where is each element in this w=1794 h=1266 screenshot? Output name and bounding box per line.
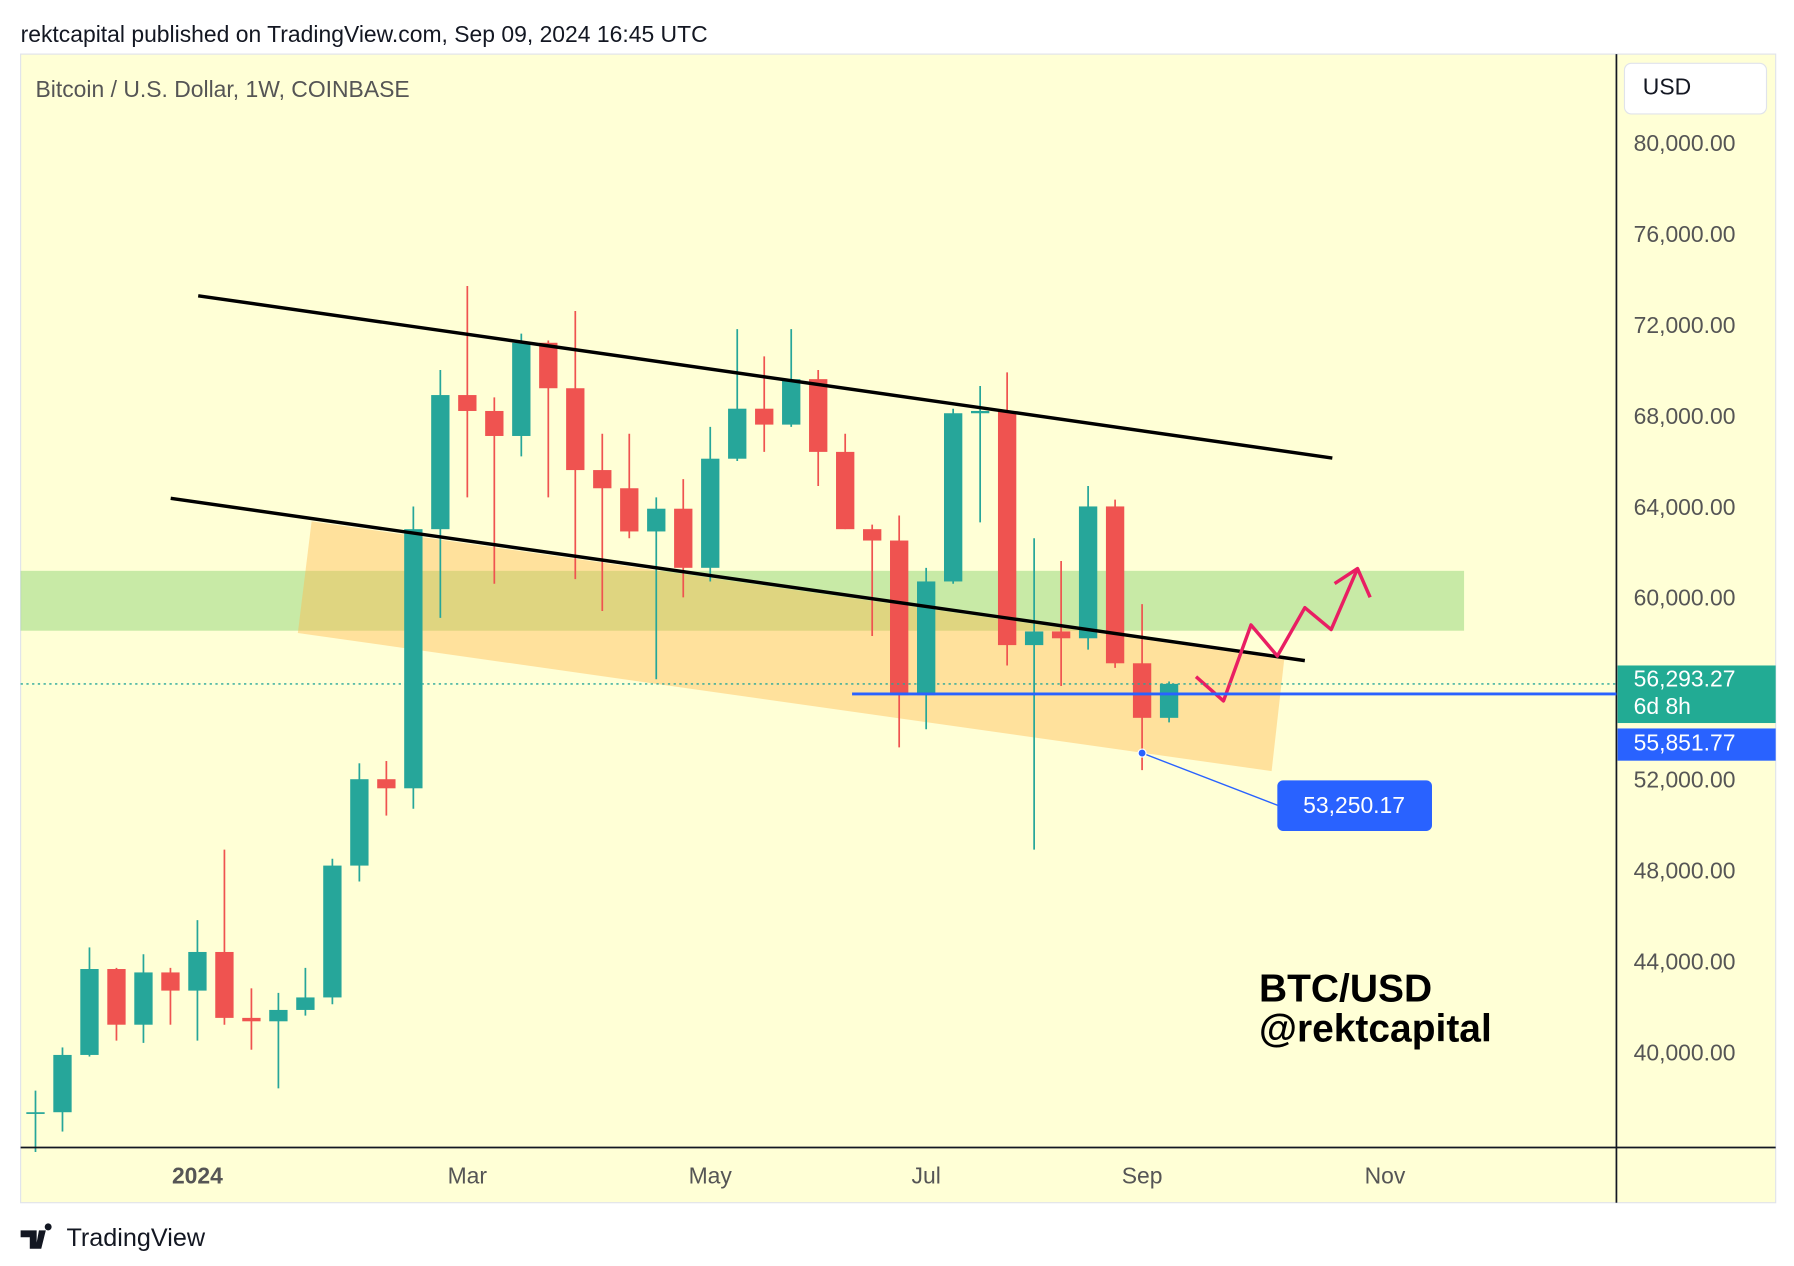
candle-body bbox=[323, 865, 342, 998]
marks bbox=[26, 285, 1179, 1153]
channel-zone bbox=[297, 521, 1285, 772]
trendline bbox=[197, 294, 1333, 460]
candle-body bbox=[269, 1009, 288, 1022]
candle-body bbox=[674, 508, 693, 568]
candle-body bbox=[782, 379, 801, 425]
level-box bbox=[1617, 728, 1776, 761]
candle-body bbox=[1051, 631, 1071, 639]
annotation-label: 53,250.17 bbox=[1303, 792, 1405, 818]
candle-body bbox=[943, 413, 963, 582]
candle-body bbox=[701, 458, 720, 568]
candle-body bbox=[1105, 506, 1125, 664]
x-tick-label: Mar bbox=[448, 1162, 488, 1188]
candle-body bbox=[917, 581, 936, 696]
candle-body bbox=[53, 1054, 72, 1113]
y-tick-label: 40,000.00 bbox=[1634, 1039, 1736, 1065]
candle-body bbox=[836, 451, 855, 530]
y-tick-label: 72,000.00 bbox=[1634, 312, 1736, 338]
annotation-box bbox=[1277, 780, 1432, 831]
trendline bbox=[170, 496, 1306, 663]
y-tick-label: 76,000.00 bbox=[1634, 221, 1736, 247]
arrow-head bbox=[1333, 566, 1372, 599]
candle-body bbox=[539, 342, 558, 389]
candle-body bbox=[728, 408, 747, 459]
candle-body bbox=[1159, 683, 1179, 718]
candle-body bbox=[647, 508, 666, 532]
candle-body bbox=[26, 1112, 45, 1114]
x-tick-label: May bbox=[689, 1162, 733, 1188]
footer: TradingView bbox=[66, 1224, 205, 1252]
candle-body bbox=[809, 379, 828, 452]
x-tick-label: Nov bbox=[1365, 1162, 1406, 1188]
y-tick-label: 80,000.00 bbox=[1634, 130, 1736, 156]
candle-body bbox=[755, 408, 774, 425]
currency-button[interactable] bbox=[1623, 62, 1768, 115]
y-tick-label: 44,000.00 bbox=[1634, 948, 1736, 974]
candle-body bbox=[242, 1017, 261, 1022]
candle-body bbox=[80, 969, 99, 1055]
candle-body bbox=[458, 395, 477, 411]
y-tick-label: 60,000.00 bbox=[1634, 585, 1736, 611]
candle-body bbox=[566, 388, 585, 471]
candle-body bbox=[296, 997, 315, 1010]
last-price-box bbox=[1617, 665, 1776, 724]
candle-body bbox=[107, 969, 126, 1025]
candle-body bbox=[620, 488, 639, 532]
candle-body bbox=[1024, 631, 1044, 646]
watermark: BTC/USD bbox=[1259, 967, 1432, 1010]
candle-body bbox=[1078, 506, 1098, 639]
x-tick-label: 2024 bbox=[172, 1162, 223, 1188]
currency: USD bbox=[1643, 74, 1691, 100]
candle-body bbox=[350, 779, 369, 866]
y-tick-label: 64,000.00 bbox=[1634, 494, 1736, 520]
projection-arrow bbox=[1194, 567, 1360, 703]
level-label: 55,851.77 bbox=[1634, 730, 1736, 756]
x-tick-label: Sep bbox=[1122, 1162, 1163, 1188]
candle-body bbox=[377, 779, 396, 789]
y-tick-label: 52,000.00 bbox=[1634, 767, 1736, 793]
candle-body bbox=[997, 410, 1017, 646]
candle-body bbox=[512, 342, 531, 436]
candle-body bbox=[431, 395, 450, 530]
y-tick-label: 48,000.00 bbox=[1634, 857, 1736, 883]
candle-body bbox=[134, 972, 153, 1025]
candle-body bbox=[890, 540, 909, 696]
watermark: @rektcapital bbox=[1259, 1007, 1492, 1050]
candle-body bbox=[593, 470, 612, 489]
logo bbox=[20, 1223, 52, 1249]
candle-body bbox=[404, 529, 423, 789]
last-price-label: 56,293.27 bbox=[1634, 665, 1736, 691]
candle-body bbox=[188, 951, 207, 991]
candle-body bbox=[863, 529, 882, 541]
countdown: 6d 8h bbox=[1634, 693, 1691, 719]
candle-body bbox=[1132, 663, 1152, 718]
header: rektcapital published on TradingView.com… bbox=[21, 21, 708, 47]
y-tick-label: 68,000.00 bbox=[1634, 403, 1736, 429]
candle-body bbox=[215, 951, 234, 1018]
x-tick-label: Jul bbox=[912, 1162, 941, 1188]
chart-title: Bitcoin / U.S. Dollar, 1W, COINBASE bbox=[36, 76, 410, 102]
candle-body bbox=[970, 410, 990, 414]
annotation-point bbox=[1137, 748, 1147, 758]
candle-body bbox=[485, 410, 504, 436]
annotation-leader bbox=[1141, 752, 1279, 807]
candle-body bbox=[161, 972, 180, 991]
